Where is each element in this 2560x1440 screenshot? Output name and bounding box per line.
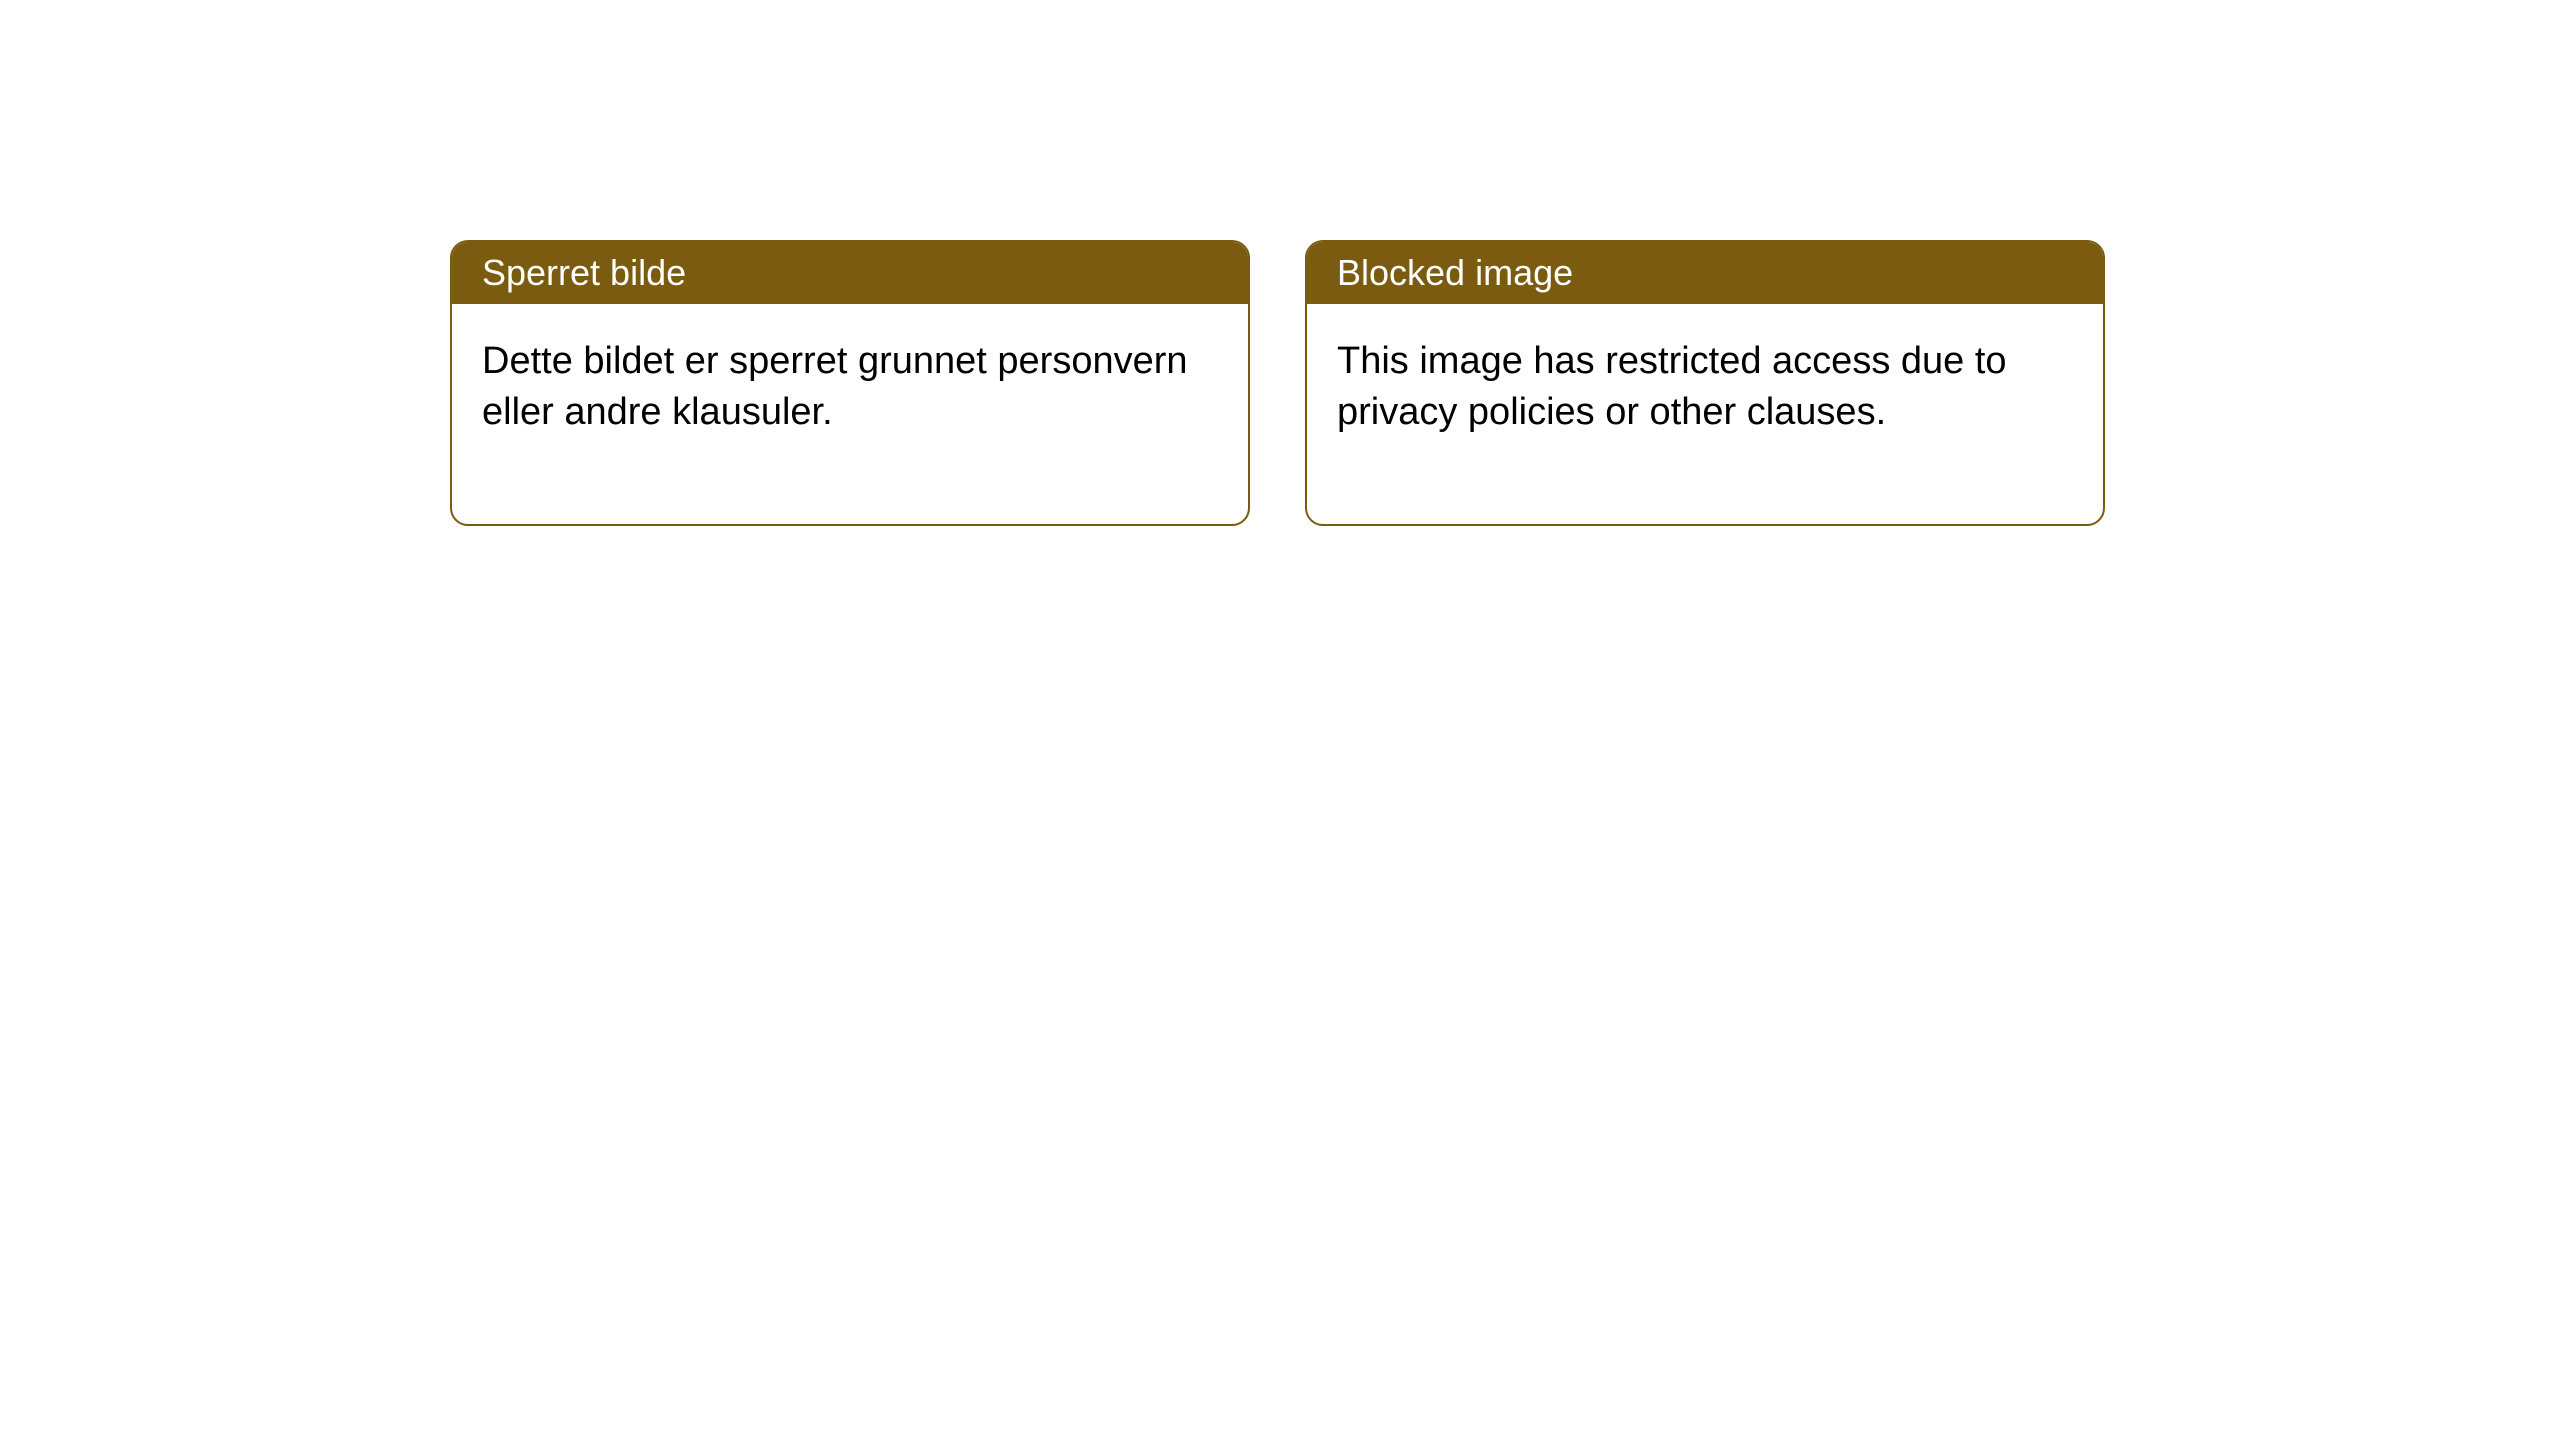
cards-container: Sperret bilde Dette bildet er sperret gr…	[450, 240, 2105, 526]
card-english: Blocked image This image has restricted …	[1305, 240, 2105, 526]
card-body-english: This image has restricted access due to …	[1307, 304, 2103, 524]
card-header-english: Blocked image	[1307, 242, 2103, 304]
card-body-norwegian: Dette bildet er sperret grunnet personve…	[452, 304, 1248, 524]
card-norwegian: Sperret bilde Dette bildet er sperret gr…	[450, 240, 1250, 526]
card-header-norwegian: Sperret bilde	[452, 242, 1248, 304]
